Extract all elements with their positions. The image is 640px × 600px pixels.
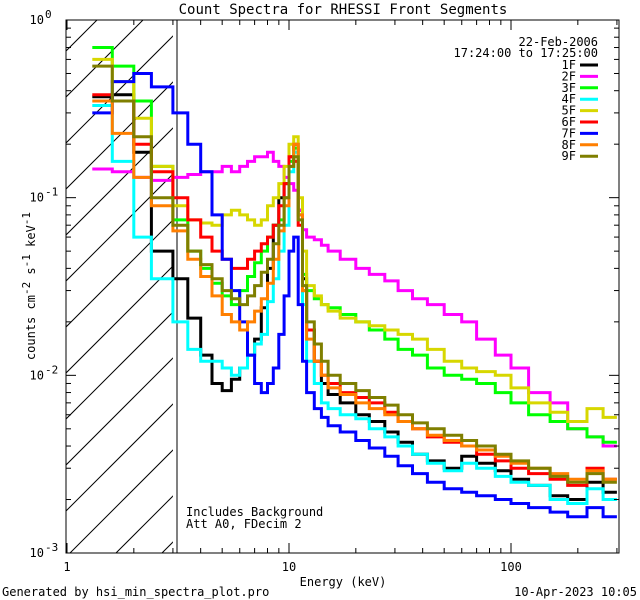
hatch-line [66,20,98,52]
series-7F-line [92,72,617,519]
legend-label-5F: 5F [562,104,576,118]
hatched-low-energy-region [0,20,640,553]
annotation-attenuator: Att A0, FDecim 2 [186,517,302,531]
hatch-line [69,449,173,553]
legend-label-4F: 4F [562,92,576,106]
series-3F-line [92,46,617,444]
hatch-line [66,173,173,282]
annotation-background: Includes Background [186,505,323,519]
legend: 22-Feb-2006 17:24:00 to 17:25:00 1F2F3F4… [454,35,599,163]
x-tick-label: 10 [282,560,296,574]
hatch-line [66,403,173,512]
footer-timestamp: 10-Apr-2023 10:05 [514,585,637,599]
hatch-line [66,35,173,144]
legend-label-1F: 1F [562,58,576,72]
legend-label-6F: 6F [562,115,576,129]
footer-generated-by: Generated by hsi_min_spectra_plot.pro [2,585,269,599]
series-9F-line [92,64,617,484]
series-8F-line [92,99,617,481]
legend-date: 22-Feb-2006 [519,35,598,49]
legend-label-8F: 8F [562,138,576,152]
legend-label-9F: 9F [562,149,576,163]
y-axis-label: counts cm-2 s-1 keV-1 [20,212,38,360]
axis-ticks [66,19,619,554]
series-layer [92,46,617,519]
y-tick-exponent: -1 [45,186,58,199]
hatch-line [66,265,173,374]
hatch-line [66,81,173,190]
plot-frame [65,19,620,554]
y-tick-label: 10 [30,368,44,382]
x-tick-label: 1 [63,560,70,574]
y-tick-label: 10 [30,13,44,27]
y-tick-exponent: 0 [45,8,52,21]
series-5F-line [92,57,617,423]
legend-label-3F: 3F [562,81,576,95]
x-tick-label: 100 [500,560,522,574]
series-2F-line [92,150,617,448]
series-1F-line [92,93,617,501]
hatch-line [0,20,5,553]
hatch-line [622,20,640,553]
hatch-line [66,357,173,466]
x-axis-label: Energy (keV) [300,575,387,589]
y-tick-exponent: -2 [45,363,58,376]
y-tick-exponent: -3 [45,541,58,554]
legend-label-2F: 2F [562,69,576,83]
y-tick-label: 10 [30,191,44,205]
legend-time-range: 17:24:00 to 17:25:00 [454,46,599,60]
hatch-line [66,219,173,328]
legend-label-7F: 7F [562,126,576,140]
y-tick-label: 10 [30,546,44,560]
series-6F-line [92,93,617,487]
chart-title: Count Spectra for RHESSI Front Segments [179,2,508,18]
